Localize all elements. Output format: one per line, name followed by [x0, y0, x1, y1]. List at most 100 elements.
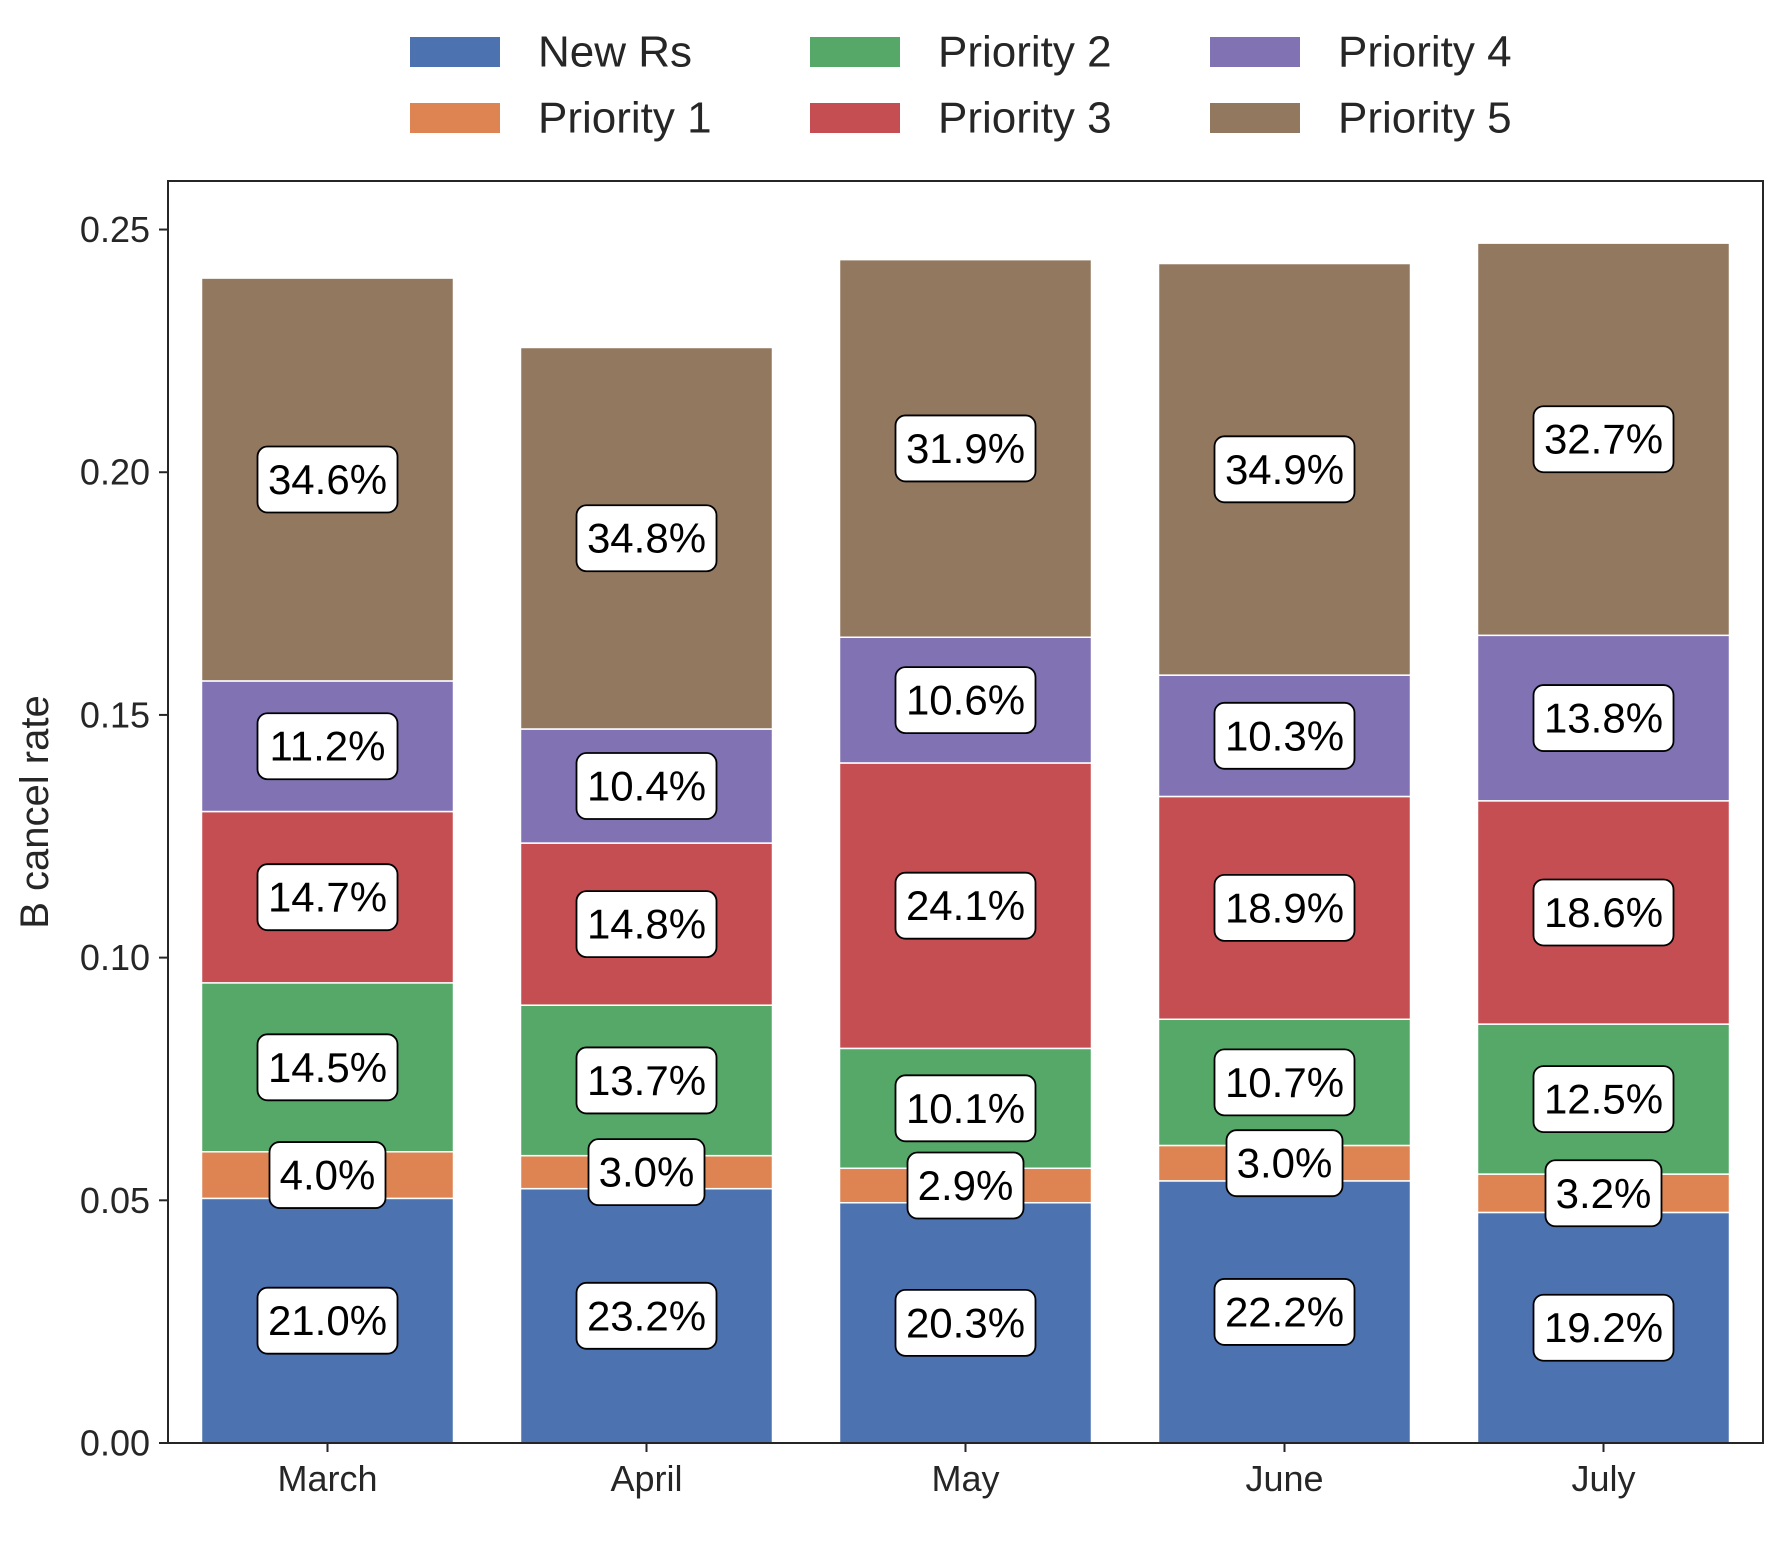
segment-label-text: 12.5%	[1544, 1076, 1663, 1123]
segment-label-box	[1532, 405, 1675, 474]
segment-label-priority-4-april: 10.4%	[575, 752, 718, 820]
segment-label-text: 11.2%	[270, 723, 386, 770]
segment-label-text: 24.1%	[906, 882, 1025, 929]
segment-label-priority-3-july: 18.6%	[1532, 878, 1675, 947]
segment-label-box	[1532, 1065, 1675, 1134]
segment-label-text: 3.2%	[1556, 1170, 1652, 1217]
segment-label-box	[894, 1074, 1037, 1143]
legend-item-new-rs: New Rs	[410, 28, 692, 77]
segment-label-box	[1544, 1159, 1663, 1228]
y-tick-label: 0.20	[80, 452, 150, 493]
x-tick-label: June	[1245, 1458, 1323, 1499]
segment-label-text: 10.6%	[906, 677, 1025, 724]
segment-label-new-rs-july: 19.2%	[1532, 1293, 1675, 1362]
y-axis-label: B cancel rate	[13, 695, 57, 928]
legend-label: Priority 4	[1338, 28, 1512, 77]
legend-swatch	[1210, 103, 1300, 133]
segment-label-priority-2-may: 10.1%	[894, 1074, 1037, 1143]
y-tick-label: 0.25	[80, 209, 150, 250]
segment-label-text: 10.1%	[906, 1085, 1025, 1132]
segment-label-text: 2.9%	[918, 1162, 1014, 1209]
segment-label-text: 4.0%	[280, 1152, 376, 1199]
segment-label-text: 18.9%	[1225, 884, 1344, 931]
y-tick-label: 0.05	[80, 1180, 150, 1221]
segment-label-text: 20.3%	[906, 1299, 1025, 1346]
segment-label-box	[587, 1138, 706, 1207]
segment-label-priority-4-june: 10.3%	[1213, 701, 1356, 770]
segment-label-box	[894, 1288, 1037, 1357]
segment-label-box	[906, 1151, 1025, 1220]
segment-label-text: 10.7%	[1225, 1059, 1344, 1106]
legend-label: Priority 3	[938, 94, 1112, 143]
segment-label-priority-5-june: 34.9%	[1213, 435, 1356, 504]
segment-label-priority-2-june: 10.7%	[1213, 1048, 1356, 1117]
segment-label-priority-1-may: 2.9%	[906, 1151, 1025, 1220]
y-tick-label: 0.00	[80, 1423, 150, 1464]
segment-label-priority-2-july: 12.5%	[1532, 1065, 1675, 1134]
segment-label-priority-2-march: 14.5%	[256, 1033, 399, 1102]
segment-label-box	[268, 1141, 387, 1209]
legend-label: Priority 2	[938, 28, 1112, 77]
segment-label-box	[575, 504, 718, 573]
segment-label-new-rs-may: 20.3%	[894, 1288, 1037, 1357]
segment-label-text: 14.5%	[268, 1044, 387, 1091]
y-tick-label: 0.15	[80, 694, 150, 735]
segment-label-box	[575, 1281, 718, 1350]
segment-label-box	[256, 1286, 399, 1355]
segment-label-box	[256, 863, 399, 932]
segment-label-box	[256, 1033, 399, 1102]
segment-label-box	[894, 666, 1037, 735]
segment-label-text: 18.6%	[1544, 889, 1663, 936]
segment-label-text: 3.0%	[599, 1149, 695, 1196]
legend-item-priority-2: Priority 2	[810, 28, 1112, 77]
segment-label-text: 13.8%	[1544, 695, 1663, 742]
segment-label-box	[256, 712, 399, 781]
x-tick-label: May	[931, 1458, 999, 1499]
segment-label-priority-3-april: 14.8%	[575, 890, 718, 959]
segment-label-text: 32.7%	[1544, 416, 1663, 463]
legend-label: Priority 5	[1338, 94, 1512, 143]
segment-label-text: 34.9%	[1225, 446, 1344, 493]
y-tick-label: 0.10	[80, 937, 150, 978]
segment-label-text: 31.9%	[906, 425, 1025, 472]
segment-label-text: 14.8%	[587, 901, 706, 948]
segment-label-box	[1532, 684, 1675, 752]
segment-label-text: 13.7%	[587, 1057, 706, 1104]
segment-label-box	[894, 414, 1037, 483]
legend-label: Priority 1	[538, 94, 712, 143]
legend-swatch	[810, 103, 900, 133]
segment-label-new-rs-june: 22.2%	[1213, 1278, 1356, 1346]
segment-label-box	[575, 1046, 718, 1115]
segment-label-text: 23.2%	[587, 1292, 706, 1339]
segment-label-box	[575, 890, 718, 959]
legend-item-priority-3: Priority 3	[810, 94, 1112, 143]
segment-label-box	[1532, 878, 1675, 947]
legend-swatch	[410, 103, 500, 133]
segment-label-text: 34.6%	[268, 456, 387, 503]
segment-label-priority-4-july: 13.8%	[1532, 684, 1675, 752]
segment-label-text: 3.0%	[1237, 1140, 1333, 1187]
segment-label-priority-5-july: 32.7%	[1532, 405, 1675, 474]
segment-label-text: 14.7%	[268, 874, 387, 921]
segment-label-box	[1213, 1048, 1356, 1117]
segment-label-priority-4-march: 11.2%	[256, 712, 399, 781]
segment-label-priority-5-may: 31.9%	[894, 414, 1037, 483]
segment-label-box	[1225, 1129, 1344, 1198]
legend: New Rs Priority 1 Priority 2 Priority 3 Prio…	[410, 28, 1512, 143]
segment-label-box	[575, 752, 718, 820]
segment-label-box	[1213, 435, 1356, 504]
segment-label-priority-1-june: 3.0%	[1225, 1129, 1344, 1198]
x-tick-label: April	[610, 1458, 682, 1499]
segment-label-text: 22.2%	[1225, 1288, 1344, 1335]
segment-label-text: 34.8%	[587, 515, 706, 562]
bars-layer	[200, 242, 1731, 1444]
segment-label-priority-5-march: 34.6%	[256, 445, 399, 514]
legend-swatch	[810, 37, 900, 67]
axes-layer: 0.00 0.05 0.10 0.15 0.20 0.25 March April May Jun…	[13, 209, 1636, 1499]
legend-swatch	[410, 37, 500, 67]
segment-label-priority-4-may: 10.6%	[894, 666, 1037, 735]
segment-label-text: 10.3%	[1225, 712, 1344, 759]
segment-label-priority-2-april: 13.7%	[575, 1046, 718, 1115]
segment-label-box	[894, 871, 1037, 940]
legend-item-priority-1: Priority 1	[410, 94, 712, 143]
